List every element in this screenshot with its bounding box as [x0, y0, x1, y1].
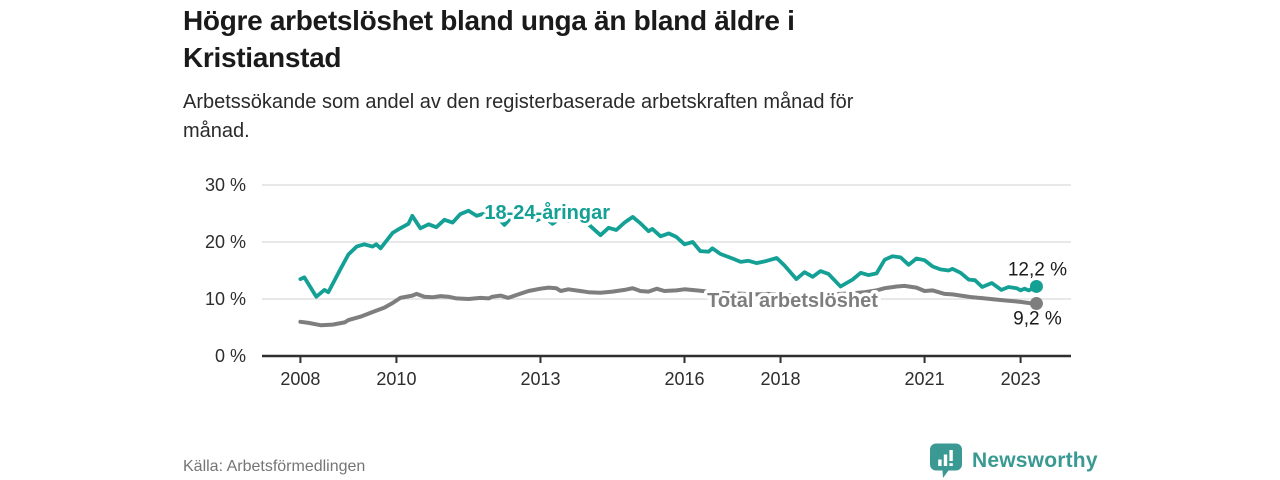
x-tick-label: 2021: [905, 369, 945, 389]
x-tick-label: 2013: [520, 369, 560, 389]
series-label-1: Total arbetslöshet: [707, 290, 878, 312]
y-tick-label: 20 %: [205, 232, 246, 252]
x-tick-label: 2008: [280, 369, 320, 389]
title-line-1: Högre arbetslöshet bland unga än bland ä…: [183, 5, 795, 36]
x-tick-label: 2023: [1001, 369, 1041, 389]
series-label-0: 18-24-åringar: [484, 201, 610, 224]
x-tick-label: 2016: [664, 369, 704, 389]
page-title: Högre arbetslöshet bland unga än bland ä…: [183, 2, 1083, 76]
subtitle-line-2: månad.: [183, 120, 250, 142]
y-tick-label: 10 %: [205, 289, 246, 309]
source-note: Källa: Arbetsförmedlingen: [183, 458, 366, 475]
newsworthy-brand: Newsworthy: [930, 443, 1098, 479]
title-line-2: Kristianstad: [183, 42, 342, 73]
series-line-1: [298, 283, 1039, 328]
series-line-0: [298, 208, 1039, 299]
subtitle-line-1: Arbetssökande som andel av den registerb…: [183, 91, 854, 113]
x-tick-label: 2018: [761, 369, 801, 389]
y-tick-label: 0 %: [215, 346, 246, 366]
series-end-dot-1: [1029, 297, 1043, 311]
bar-chart-speech-bubble-icon: [930, 443, 962, 478]
series-end-value-1: 9,2 %: [1013, 309, 1062, 330]
series-end-value-0: 12,2 %: [1008, 259, 1067, 280]
y-tick-label: 30 %: [205, 175, 246, 195]
series-end-dot-0: [1029, 279, 1043, 293]
x-tick-label: 2010: [376, 369, 416, 389]
brand-name: Newsworthy: [972, 449, 1098, 472]
chart-subtitle: Arbetssökande som andel av den registerb…: [183, 88, 1083, 146]
